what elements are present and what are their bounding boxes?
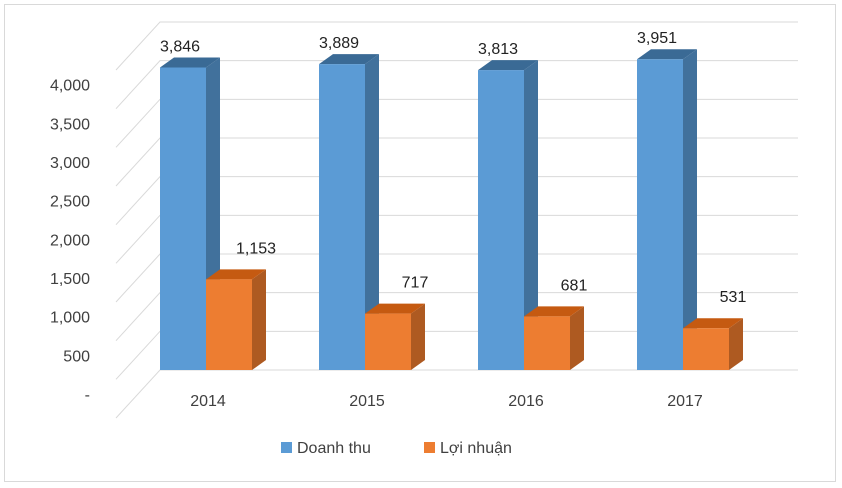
- data-label: 531: [720, 289, 747, 306]
- bar-top: [478, 60, 538, 71]
- bar-side: [411, 303, 425, 370]
- y-tick-label: 2,500: [50, 194, 90, 211]
- bar-side: [365, 54, 379, 370]
- legend-swatch: [281, 442, 292, 453]
- bar-side: [683, 49, 697, 370]
- data-label: 681: [561, 277, 588, 294]
- bar: [478, 70, 524, 370]
- data-label: 1,153: [236, 240, 276, 257]
- y-tick-label: 4,000: [50, 78, 90, 95]
- bar-top: [524, 306, 584, 317]
- bars: [160, 49, 743, 371]
- bar: [160, 67, 206, 370]
- bar-side: [524, 60, 538, 371]
- legend: Doanh thu Lợi nhuận: [281, 440, 512, 457]
- bar-top: [683, 318, 743, 329]
- y-tick-label: -: [85, 387, 90, 404]
- y-tick-label: 2,000: [50, 232, 90, 249]
- y-axis-tick-labels: - 500 1,000 1,500 2,000 2,500 3,000 3,500 4,000: [50, 78, 90, 404]
- bar: [319, 64, 365, 370]
- legend-label: Doanh thu: [297, 440, 371, 457]
- data-label: 3,813: [478, 41, 518, 58]
- bar-top: [319, 54, 379, 65]
- x-tick-label: 2016: [508, 393, 544, 410]
- bar-side: [570, 306, 584, 370]
- gridline: [115, 21, 798, 71]
- x-tick-label: 2015: [349, 393, 385, 410]
- x-tick-label: 2014: [190, 393, 226, 410]
- data-label: 717: [402, 275, 429, 292]
- data-labels: 3,846 1,153 3,889 717 3,813 681 3,951 531: [160, 30, 746, 306]
- y-tick-label: 500: [63, 348, 90, 365]
- bar: [524, 316, 570, 370]
- data-label: 3,846: [160, 39, 200, 56]
- y-tick-label: 3,000: [50, 155, 90, 172]
- gridline: [115, 60, 798, 110]
- bar: [365, 313, 411, 370]
- chart-frame: [4, 4, 836, 482]
- data-label: 3,889: [319, 35, 359, 52]
- bar-side: [252, 269, 266, 370]
- bar-top: [365, 303, 425, 314]
- bar-top: [160, 57, 220, 68]
- x-tick-label: 2017: [667, 393, 703, 410]
- gridlines: [115, 21, 798, 419]
- x-axis-tick-labels: 2014 2015 2016 2017: [190, 393, 703, 410]
- bar-side: [729, 318, 743, 370]
- bar-top: [206, 269, 266, 280]
- y-tick-label: 1,500: [50, 271, 90, 288]
- data-label: 3,951: [637, 30, 677, 47]
- y-tick-label: 3,500: [50, 116, 90, 133]
- bar-top: [637, 49, 697, 60]
- bar: [206, 279, 252, 370]
- y-tick-label: 1,000: [50, 310, 90, 327]
- bar: [637, 59, 683, 370]
- legend-label: Lợi nhuận: [440, 440, 512, 457]
- legend-swatch: [424, 442, 435, 453]
- bar: [683, 328, 729, 370]
